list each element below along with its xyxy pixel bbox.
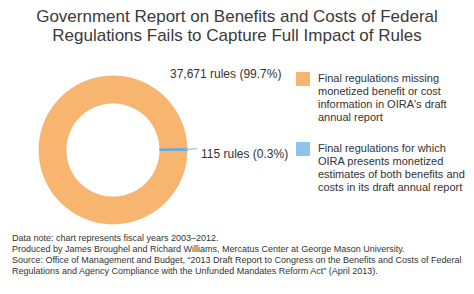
note: Produced by James Broughel and Richard W…: [12, 244, 405, 254]
slice: [160, 149, 187, 150]
chart: Government Report on Benefits and Costs …: [0, 0, 474, 294]
text-line: OIRA presents monetized: [318, 155, 443, 167]
note: Source: Office of Management and Budget,…: [12, 255, 462, 276]
text-line: information in OIRA's draft: [318, 98, 447, 110]
text-line: Source: Office of Management and Budget,…: [12, 255, 462, 265]
legend-swatch: [296, 72, 310, 86]
text-line: Data note: chart represents fiscal years…: [12, 233, 219, 243]
slice: [39, 76, 187, 224]
legend-label: Final regulations for whichOIRA presents…: [318, 142, 465, 193]
text-line: Government Report on Benefits and Costs …: [36, 7, 438, 26]
donut: [39, 76, 187, 224]
text-line: Final regulations for which: [318, 142, 446, 154]
note: Data note: chart represents fiscal years…: [12, 233, 219, 243]
legend-swatch: [296, 142, 310, 156]
text-line: estimates of both benefits and: [318, 168, 465, 180]
text-line: costs in its draft annual report: [318, 181, 462, 193]
text-line: Regulations and Agency Compliance with t…: [12, 266, 378, 276]
data-label: 37,671 rules (99.7%): [170, 67, 281, 81]
text-line: Produced by James Broughel and Richard W…: [12, 244, 405, 254]
text-line: Final regulations missing: [318, 72, 439, 84]
text-line: Regulations Fails to Capture Full Impact…: [52, 26, 421, 45]
legend-label: Final regulations missingmonetized benef…: [318, 72, 447, 123]
title: Government Report on Benefits and Costs …: [36, 7, 438, 45]
leader-line: [185, 149, 197, 150]
text-line: monetized benefit or cost: [318, 85, 441, 97]
text-line: annual report: [318, 111, 383, 123]
data-label: 115 rules (0.3%): [201, 147, 288, 161]
